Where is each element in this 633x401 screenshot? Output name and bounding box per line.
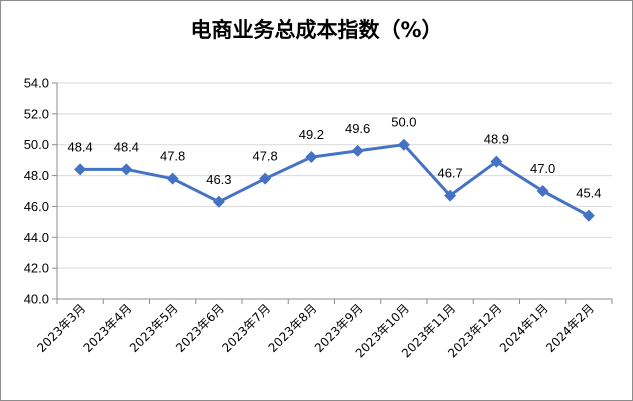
data-point bbox=[444, 189, 457, 202]
data-point bbox=[74, 163, 87, 176]
y-tick-label: 54.0 bbox=[24, 76, 49, 91]
data-label: 50.0 bbox=[391, 115, 416, 130]
series-line bbox=[80, 143, 590, 218]
x-category-label: 2023年3月 bbox=[34, 301, 88, 355]
data-point bbox=[212, 195, 225, 208]
x-category-label: 2023年5月 bbox=[127, 301, 181, 355]
y-tick-label: 44.0 bbox=[24, 230, 49, 245]
y-tick-label: 52.0 bbox=[24, 106, 49, 121]
data-point bbox=[259, 172, 272, 185]
data-point bbox=[351, 144, 364, 157]
data-label: 46.7 bbox=[437, 166, 462, 181]
data-label: 48.9 bbox=[484, 132, 509, 147]
chart-title: 电商业务总成本指数（%） bbox=[190, 18, 443, 42]
data-label: 48.4 bbox=[67, 139, 92, 154]
data-point bbox=[490, 155, 503, 168]
x-category-label: 2023年7月 bbox=[219, 301, 273, 355]
data-point bbox=[536, 185, 549, 197]
data-label: 47.8 bbox=[252, 149, 277, 164]
y-tick-label: 50.0 bbox=[24, 137, 49, 152]
x-category-label: 2024年1月 bbox=[497, 301, 551, 355]
y-tick-label: 40.0 bbox=[24, 292, 49, 307]
data-point bbox=[166, 172, 179, 185]
x-category-label: 2023年6月 bbox=[173, 301, 227, 355]
data-label: 45.4 bbox=[576, 186, 601, 201]
data-point bbox=[582, 209, 595, 222]
y-tick-label: 42.0 bbox=[24, 261, 49, 276]
data-label: 46.3 bbox=[206, 172, 231, 187]
data-label: 47.8 bbox=[160, 149, 185, 164]
data-point bbox=[120, 163, 133, 176]
series-line-layer bbox=[74, 138, 595, 222]
data-point bbox=[305, 151, 318, 164]
x-category-label: 2023年8月 bbox=[266, 301, 320, 355]
data-label: 49.6 bbox=[345, 121, 370, 136]
x-category-label: 2023年4月 bbox=[81, 301, 135, 355]
gridlines bbox=[57, 82, 612, 269]
data-label: 49.2 bbox=[299, 127, 324, 142]
data-point bbox=[397, 138, 410, 151]
data-labels: 48.4 48.4 47.8 46.3 47.8 49.2 49.6 50.0 46.7 48.9… bbox=[67, 115, 601, 201]
data-label: 48.4 bbox=[114, 139, 139, 154]
data-label: 47.0 bbox=[530, 161, 555, 176]
y-tick-label: 46.0 bbox=[24, 199, 49, 214]
x-category-label: 2024年2月 bbox=[543, 301, 597, 355]
axes: 40.042.044.046.048.050.052.054.02023年3月2… bbox=[24, 76, 613, 360]
y-tick-label: 48.0 bbox=[24, 168, 49, 183]
